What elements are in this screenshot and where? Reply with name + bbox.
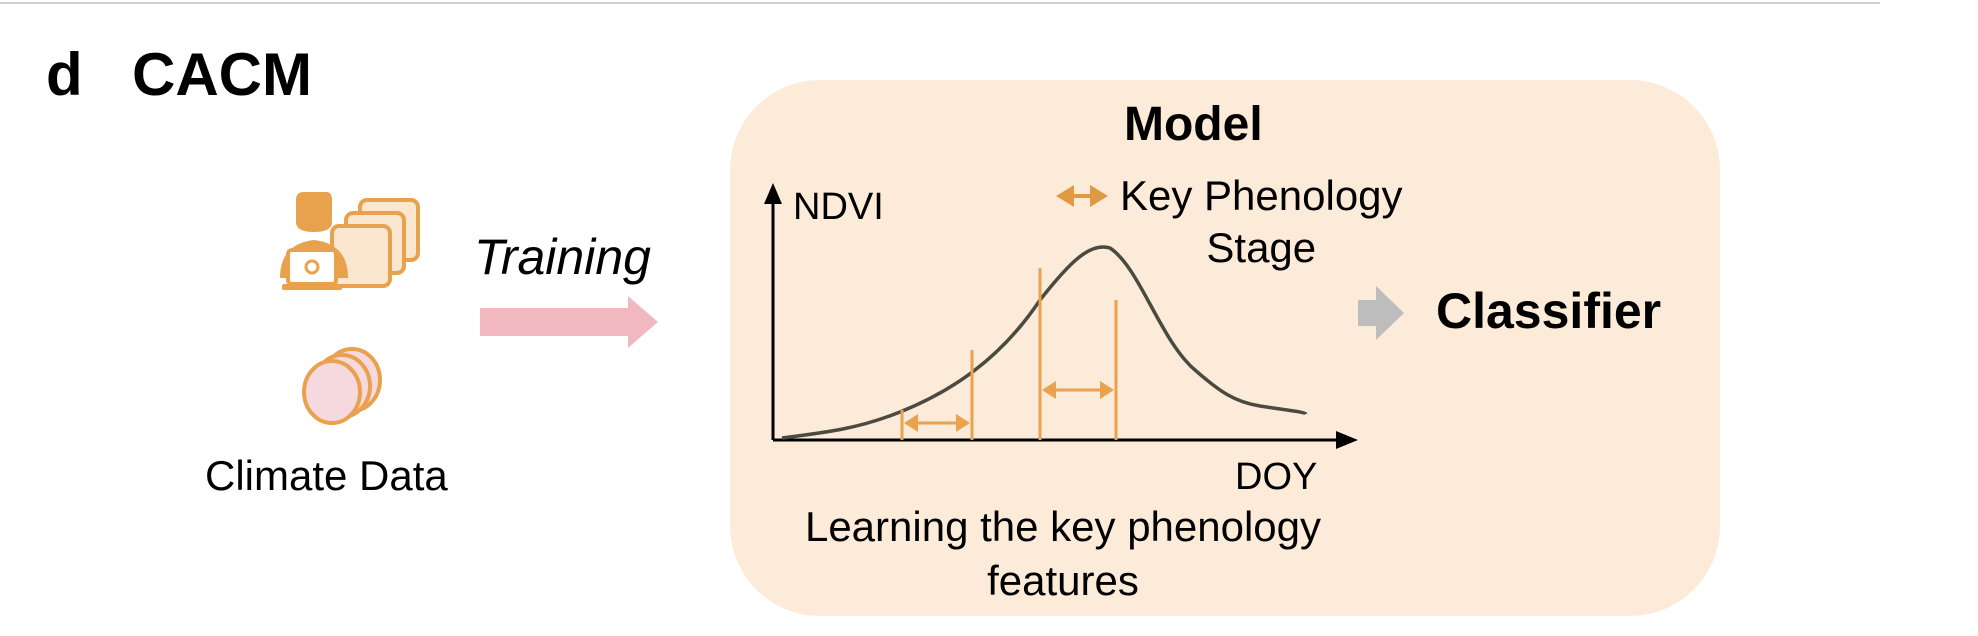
legend-label: Key Phenology Stage — [1120, 170, 1403, 274]
double-arrow-icon — [1056, 185, 1108, 207]
model-title: Model — [1124, 98, 1263, 151]
chart-axes — [764, 183, 1358, 449]
classifier-arrow — [1358, 286, 1404, 340]
top-divider — [0, 2, 1880, 4]
climate-data-label: Climate Data — [205, 452, 448, 499]
model-caption: Learning the key phenology features — [804, 503, 1322, 604]
panel-letter: d — [46, 41, 83, 108]
y-axis-label: NDVI — [793, 186, 884, 228]
training-arrow — [480, 296, 658, 348]
panel-title: CACM — [132, 41, 312, 108]
x-axis-label: DOY — [1235, 456, 1318, 498]
classifier-label: Classifier — [1436, 283, 1662, 339]
model-box — [730, 80, 1720, 616]
climate-data-discs-icon — [302, 347, 382, 425]
training-label: Training — [474, 229, 651, 285]
ndvi-curve — [781, 245, 1308, 440]
expert-with-documents-icon — [280, 192, 420, 290]
legend-line-1: Key Phenology — [1120, 172, 1403, 219]
phenology-markers — [900, 268, 1118, 440]
legend-line-2: Stage — [1206, 224, 1317, 271]
